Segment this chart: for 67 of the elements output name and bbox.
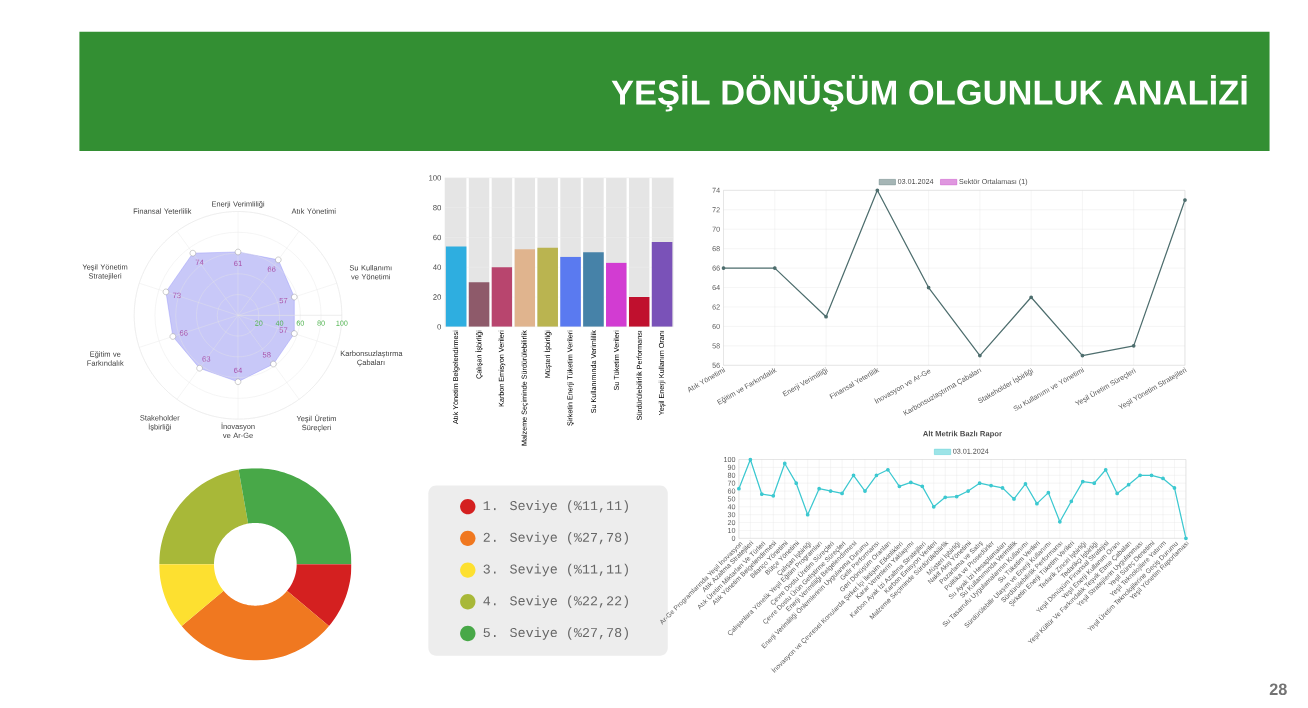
- point: [1023, 482, 1028, 487]
- point: [966, 489, 971, 494]
- point: [1080, 353, 1085, 358]
- bar: [583, 252, 604, 328]
- point: [782, 461, 787, 466]
- point: [721, 266, 726, 271]
- point: [1057, 520, 1062, 524]
- bar: [514, 249, 536, 328]
- point: [759, 492, 764, 497]
- legend-label: 1. Seviye (%11,11): [483, 500, 628, 514]
- point: [989, 483, 993, 488]
- point: [794, 481, 799, 486]
- point: [863, 489, 867, 494]
- point: [1184, 536, 1188, 541]
- bar: [651, 242, 673, 328]
- point: [943, 495, 948, 500]
- point: [874, 473, 879, 478]
- point: [1012, 497, 1016, 502]
- point: [805, 513, 810, 517]
- bar: [537, 248, 558, 328]
- point: [1138, 473, 1142, 478]
- point: [828, 489, 833, 494]
- point: [1149, 473, 1154, 478]
- point: [897, 484, 902, 489]
- point: [748, 457, 753, 462]
- point: [1000, 486, 1005, 490]
- point: [1115, 491, 1120, 496]
- point: [1092, 481, 1097, 486]
- point: [1035, 502, 1039, 506]
- legend-label: 4. Seviye (%22,22): [483, 595, 628, 609]
- point: [817, 487, 822, 491]
- point: [851, 473, 856, 478]
- point: [931, 505, 936, 509]
- point: [954, 494, 959, 499]
- point: [977, 481, 982, 486]
- legend-label: 2. Seviye (%27,78): [483, 532, 628, 545]
- bar: [606, 262, 627, 328]
- point: [1080, 479, 1085, 484]
- point: [772, 266, 777, 271]
- bar: [491, 267, 513, 328]
- point: [875, 188, 880, 193]
- point: [1172, 486, 1177, 490]
- text: 28: [1269, 683, 1287, 696]
- bar: [468, 282, 490, 328]
- point: [926, 285, 931, 290]
- point: [908, 480, 913, 485]
- legend-label: 3. Seviye (%11,11): [483, 564, 628, 577]
- text: YEŞİL DÖNÜŞÜM OLGUNLUK ANALİZİ: [611, 75, 1247, 112]
- point: [737, 487, 741, 491]
- bar: [560, 257, 581, 328]
- point: [1131, 344, 1136, 348]
- point: [1103, 468, 1108, 472]
- point: [1183, 198, 1187, 203]
- point: [1069, 499, 1074, 504]
- point: [840, 491, 844, 496]
- point: [1161, 476, 1165, 481]
- point: [1126, 483, 1131, 487]
- point: [771, 494, 776, 498]
- point: [978, 353, 982, 358]
- point: [886, 468, 890, 472]
- legend-label: 5. Seviye (%27,78): [483, 627, 628, 640]
- point: [920, 484, 925, 489]
- point: [824, 315, 828, 319]
- bar: [628, 297, 650, 328]
- point: [1029, 295, 1034, 300]
- point: [1046, 490, 1051, 495]
- bar: [445, 246, 467, 328]
